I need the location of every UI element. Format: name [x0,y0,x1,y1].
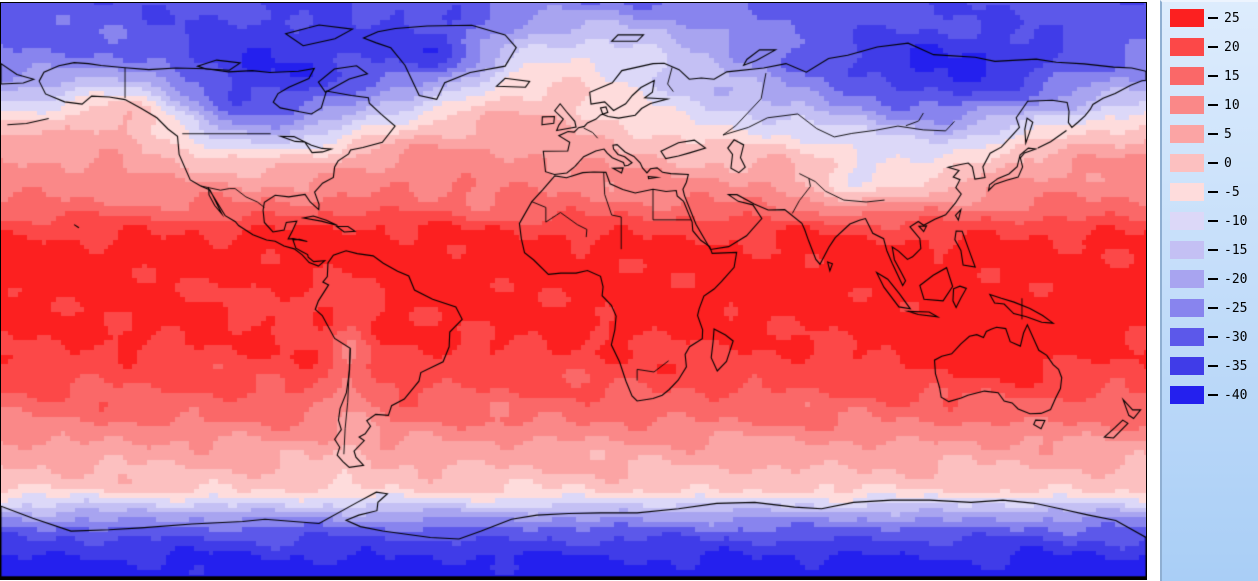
legend-entry: -10 [1170,212,1258,230]
legend-label: 20 [1224,39,1240,55]
legend-swatch [1170,386,1204,404]
legend-label: 15 [1224,68,1240,84]
legend-tick-line [1208,133,1218,135]
legend-tick-line [1208,104,1218,106]
legend-label: -35 [1224,358,1248,374]
legend-tick-line [1208,191,1218,193]
legend-entry: 5 [1170,125,1258,143]
legend-swatch [1170,270,1204,288]
legend-entry: 0 [1170,154,1258,172]
legend-label: -30 [1224,329,1248,345]
legend-swatch [1170,125,1204,143]
legend-entry: -25 [1170,299,1258,317]
legend-entry: 15 [1170,67,1258,85]
legend-swatch [1170,9,1204,27]
legend-label: -25 [1224,300,1248,316]
legend-label: 10 [1224,97,1240,113]
legend-swatch [1170,154,1204,172]
temperature-contour-canvas [1,3,1146,577]
colorbar-legend-rows: 25 20 15 10 5 0 -5 -10 -15 -20 -25 -30 -35 -40 [1162,9,1258,404]
legend-tick-line [1208,75,1218,77]
legend-swatch [1170,38,1204,56]
legend-tick-line [1208,307,1218,309]
legend-entry: -20 [1170,270,1258,288]
legend-label: -20 [1224,271,1248,287]
legend-entry: 25 [1170,9,1258,27]
legend-entry: -40 [1170,386,1258,404]
legend-swatch [1170,357,1204,375]
legend-label: -10 [1224,213,1248,229]
legend-entry: -15 [1170,241,1258,259]
legend-swatch [1170,67,1204,85]
world-temperature-map [0,2,1147,580]
legend-swatch [1170,299,1204,317]
legend-tick-line [1208,46,1218,48]
legend-label: -40 [1224,387,1248,403]
legend-label: -5 [1224,184,1240,200]
legend-label: 25 [1224,10,1240,26]
legend-tick-line [1208,220,1218,222]
legend-tick-line [1208,162,1218,164]
legend-label: 5 [1224,126,1232,142]
legend-tick-line [1208,278,1218,280]
legend-entry: 10 [1170,96,1258,114]
legend-swatch [1170,241,1204,259]
legend-swatch [1170,183,1204,201]
legend-tick-line [1208,394,1218,396]
legend-entry: -5 [1170,183,1258,201]
legend-entry: -30 [1170,328,1258,346]
legend-swatch [1170,96,1204,114]
legend-label: 0 [1224,155,1232,171]
legend-tick-line [1208,336,1218,338]
legend-entry: -35 [1170,357,1258,375]
colorbar-legend: 25 20 15 10 5 0 -5 -10 -15 -20 -25 -30 -35 -40 [1160,0,1258,581]
legend-tick-line [1208,17,1218,19]
legend-swatch [1170,328,1204,346]
legend-label: -15 [1224,242,1248,258]
legend-entry: 20 [1170,38,1258,56]
legend-tick-line [1208,249,1218,251]
legend-tick-line [1208,365,1218,367]
legend-swatch [1170,212,1204,230]
